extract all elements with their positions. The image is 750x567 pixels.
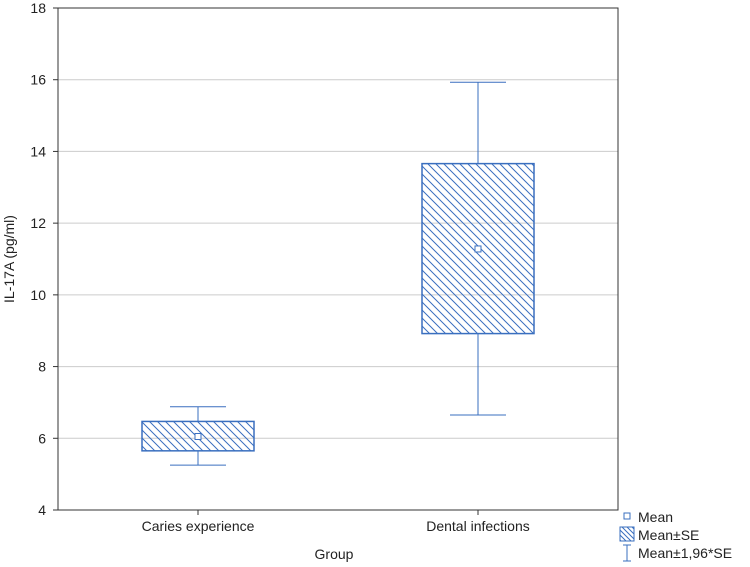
legend-mean-label: Mean bbox=[638, 509, 673, 525]
y-tick-label-14: 14 bbox=[30, 143, 46, 159]
plot-frame bbox=[57, 7, 619, 511]
y-tick-label-6: 6 bbox=[38, 430, 46, 446]
plot-marks bbox=[141, 81, 535, 466]
legend-mean-icon bbox=[623, 512, 631, 520]
y-tick-label-16: 16 bbox=[30, 72, 46, 88]
legend: Mean Mean±SE Mean±1,96*SE bbox=[619, 509, 732, 562]
x-axis-title: Group bbox=[315, 546, 354, 562]
x-tick-label-caries-experience: Caries experience bbox=[142, 518, 255, 534]
y-axis-title: IL-17A (pg/ml) bbox=[1, 215, 17, 303]
y-tick-label-18: 18 bbox=[30, 0, 46, 16]
y-axis-ticks: 4 6 8 10 12 14 16 18 bbox=[30, 0, 58, 518]
y-tick-label-8: 8 bbox=[38, 359, 46, 375]
legend-whisker-label: Mean±1,96*SE bbox=[638, 545, 732, 561]
legend-se-box-icon bbox=[619, 526, 635, 542]
grid-lines bbox=[58, 79, 618, 439]
y-tick-label-4: 4 bbox=[38, 502, 46, 518]
legend-whisker-icon bbox=[623, 544, 631, 562]
y-tick-label-12: 12 bbox=[30, 215, 46, 231]
caries-experience-mean-marker bbox=[194, 432, 202, 440]
dental-infections-mean-marker bbox=[474, 245, 482, 253]
y-tick-label-10: 10 bbox=[30, 287, 46, 303]
x-axis-ticks: Caries experience Dental infections bbox=[142, 510, 530, 534]
x-tick-label-dental-infections: Dental infections bbox=[426, 518, 530, 534]
legend-se-label: Mean±SE bbox=[638, 527, 699, 543]
